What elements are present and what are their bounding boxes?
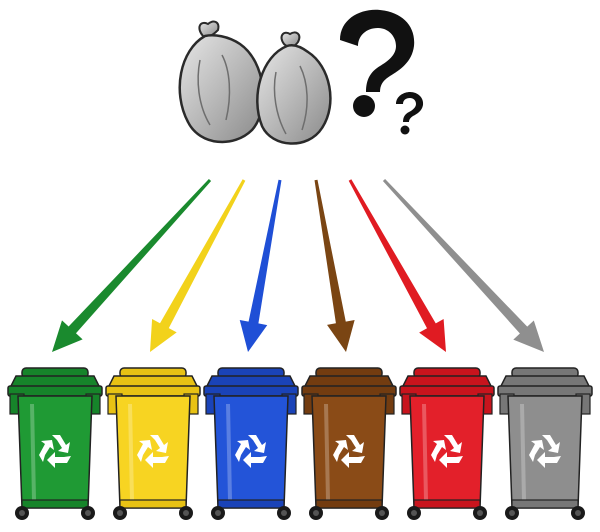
brown-arrow [314,179,355,352]
yellow-arrow [150,179,246,352]
red-arrow [348,179,446,352]
garbage-bag-icon [256,31,332,145]
recycling-bins [7,367,593,520]
question-mark-icon [396,92,424,135]
gray-bin [497,367,593,520]
green-bin [7,367,103,520]
garbage-bag-icon [178,20,265,144]
question-mark-icon [340,9,415,117]
yellow-bin [105,367,201,520]
brown-bin [301,367,397,520]
red-bin [399,367,495,520]
blue-bin [203,367,299,520]
gray-arrow [382,178,544,352]
blue-arrow [239,179,282,352]
sorting-arrows [52,178,544,352]
green-arrow [52,178,212,352]
